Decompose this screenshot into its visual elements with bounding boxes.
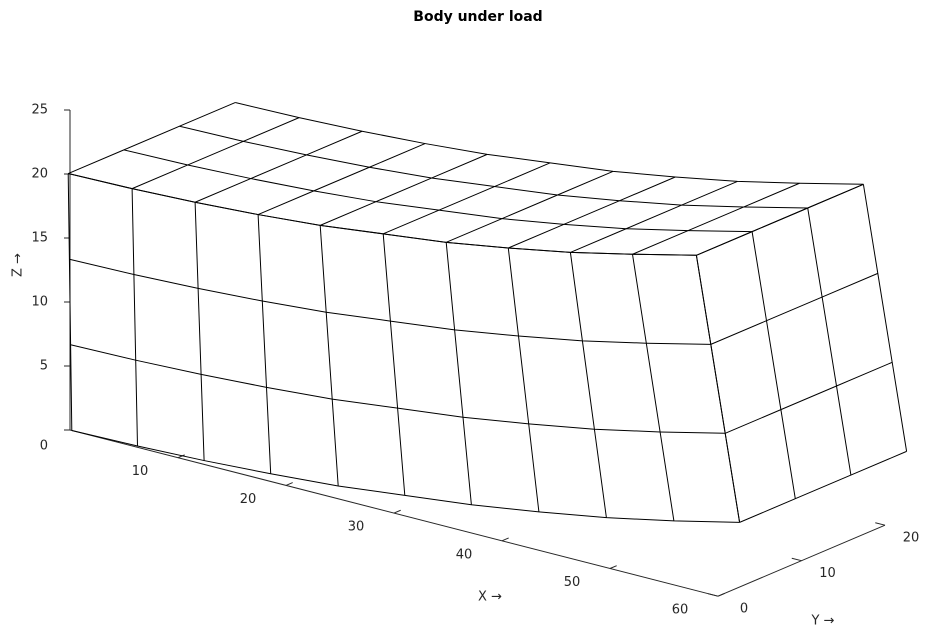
z-axis-label: Z →	[11, 253, 26, 277]
mesh-line	[569, 252, 607, 518]
z-tick-label: 10	[31, 295, 48, 310]
y-tick-label: 0	[740, 602, 748, 617]
mesh-line	[257, 214, 272, 474]
mesh-line	[68, 102, 236, 174]
mesh-line	[570, 180, 738, 253]
x-tick-label: 40	[456, 547, 473, 562]
mesh-line	[131, 117, 300, 190]
x-tick-label: 30	[348, 520, 365, 535]
x-tick-label: 20	[240, 492, 257, 507]
y-tick	[875, 522, 886, 526]
mesh-line	[179, 125, 808, 209]
mesh-line	[71, 429, 740, 523]
z-tick-label: 0	[40, 439, 48, 454]
x-axis-label: X →	[478, 590, 502, 605]
z-tick-label: 20	[31, 167, 48, 182]
y-tick	[708, 593, 719, 597]
mesh-line	[739, 450, 907, 523]
y-tick-label: 10	[819, 566, 836, 581]
mesh-line	[320, 153, 488, 226]
mesh-line	[68, 173, 697, 256]
mesh-line	[445, 242, 472, 505]
mesh-line	[862, 184, 908, 452]
x-tick	[177, 454, 185, 459]
x-tick	[717, 592, 725, 597]
mesh-line	[508, 176, 676, 249]
mesh-line	[724, 361, 893, 434]
z-tick-label: 15	[31, 231, 48, 246]
mesh-line	[632, 182, 800, 255]
mesh-line	[632, 254, 675, 521]
mesh-line	[751, 231, 796, 499]
mesh-line	[710, 272, 879, 345]
mesh-line	[194, 130, 363, 203]
mesh-line	[131, 188, 138, 447]
mesh-line	[123, 149, 753, 233]
x-tick	[501, 537, 509, 542]
mesh-line	[235, 102, 864, 185]
mesh-line	[696, 183, 864, 256]
mesh-line	[68, 173, 697, 256]
mesh-line	[194, 202, 205, 461]
mesh-line	[67, 173, 73, 431]
mesh-line	[807, 207, 852, 476]
mesh-line	[319, 225, 339, 487]
y-tick	[791, 557, 802, 562]
x-tick	[609, 565, 617, 569]
mesh-line	[507, 247, 540, 512]
mesh-line	[69, 258, 711, 345]
mesh-line	[383, 162, 551, 235]
mesh-line	[382, 233, 406, 496]
mesh-line	[695, 255, 741, 523]
x-tick-label: 50	[564, 575, 581, 590]
chart-title: Body under load	[413, 9, 542, 25]
mesh-line	[446, 170, 614, 243]
x-tick-label: 60	[672, 603, 689, 618]
mesh-line	[70, 344, 726, 434]
y-axis-label: Y →	[811, 614, 835, 629]
mesh-line	[257, 143, 426, 216]
x-tick	[393, 509, 401, 514]
z-tick-label: 25	[31, 103, 48, 118]
z-tick-label: 5	[40, 359, 48, 374]
x-tick	[285, 482, 293, 486]
x-tick-label: 10	[132, 464, 149, 479]
y-tick-label: 20	[903, 531, 920, 546]
